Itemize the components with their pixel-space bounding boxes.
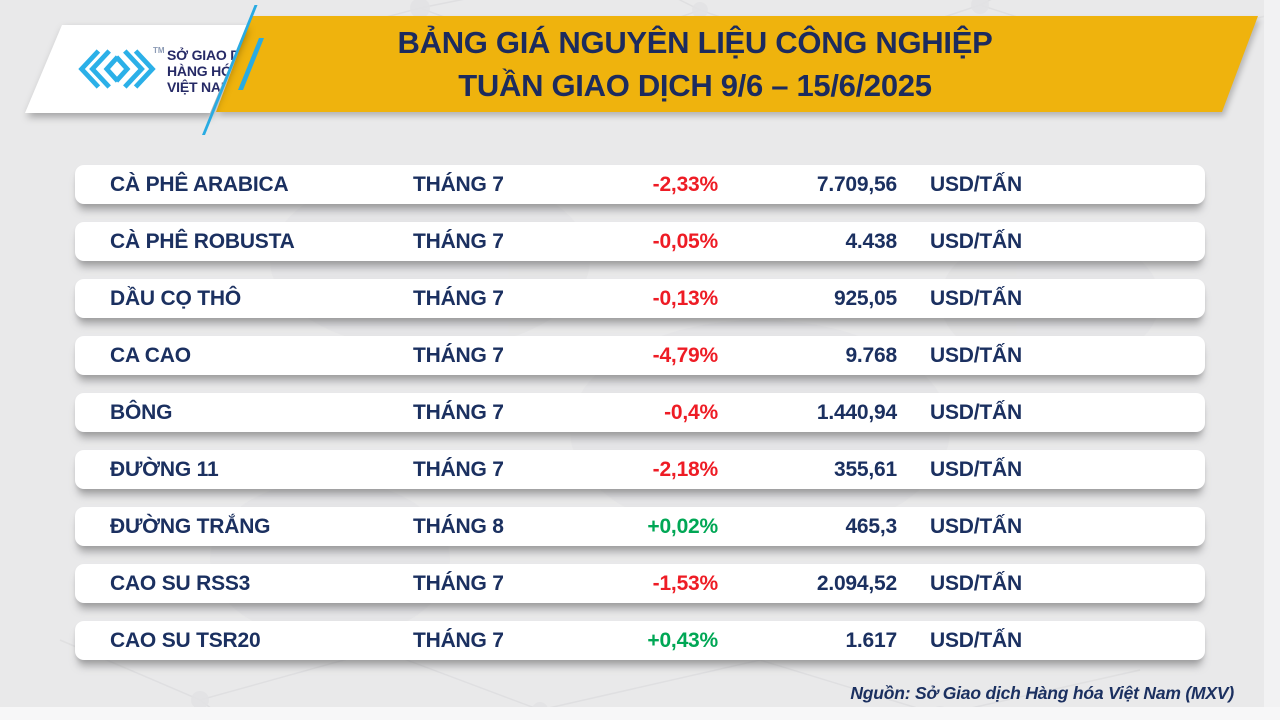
- change-percent: +0,02%: [647, 514, 718, 538]
- price-value: 465,3: [845, 514, 897, 538]
- trademark-symbol: TM: [153, 46, 165, 55]
- contract-month: THÁNG 7: [413, 457, 504, 481]
- logo-card: TM SỞ GIAO DỊCH HÀNG HÓA VIỆT NAM: [25, 25, 247, 113]
- logo-org-line: SỞ GIAO DỊCH: [167, 47, 264, 63]
- price-unit: USD/TẤN: [930, 571, 1022, 595]
- page-title: BẢNG GIÁ NGUYÊN LIỆU CÔNG NGHIỆP: [397, 25, 993, 60]
- price-unit: USD/TẤN: [930, 343, 1022, 367]
- mxv-logo-icon: [78, 46, 156, 92]
- commodity-name: CA CAO: [110, 343, 191, 367]
- logo-org-line: VIỆT NAM: [167, 79, 233, 95]
- page-subtitle: TUẦN GIAO DỊCH 9/6 – 15/6/2025: [458, 68, 932, 103]
- table-row: CAO SU RSS3 THÁNG 7 -1,53% 2.094,52 USD/…: [75, 564, 1205, 603]
- table-row: CA CAO THÁNG 7 -4,79% 9.768 USD/TẤN: [75, 336, 1205, 375]
- commodity-name: CAO SU TSR20: [110, 628, 261, 652]
- table-row: CAO SU TSR20 THÁNG 7 +0,43% 1.617 USD/TẤ…: [75, 621, 1205, 660]
- logo-org-line: HÀNG HÓA: [167, 63, 242, 79]
- table-row: CÀ PHÊ ROBUSTA THÁNG 7 -0,05% 4.438 USD/…: [75, 222, 1205, 261]
- contract-month: THÁNG 7: [413, 229, 504, 253]
- price-value: 925,05: [833, 286, 897, 310]
- price-value: 1.617: [845, 628, 897, 652]
- commodity-name: ĐƯỜNG 11: [110, 457, 219, 481]
- header: BẢNG GIÁ NGUYÊN LIỆU CÔNG NGHIỆP TUẦN GI…: [216, 16, 1258, 112]
- commodity-name: BÔNG: [110, 400, 173, 424]
- right-edge-strip: [1264, 0, 1280, 720]
- price-unit: USD/TẤN: [930, 628, 1022, 652]
- price-unit: USD/TẤN: [930, 457, 1022, 481]
- change-percent: -2,18%: [652, 457, 719, 481]
- table-row: ĐƯỜNG 11 THÁNG 7 -2,18% 355,61 USD/TẤN: [75, 450, 1205, 489]
- price-value: 4.438: [845, 229, 897, 253]
- logo-org-name: SỞ GIAO DỊCH HÀNG HÓA VIỆT NAM: [167, 47, 264, 95]
- contract-month: THÁNG 7: [413, 628, 504, 652]
- price-value: 1.440,94: [816, 400, 897, 424]
- price-unit: USD/TẤN: [930, 514, 1022, 538]
- price-unit: USD/TẤN: [930, 400, 1022, 424]
- change-percent: -0,4%: [664, 400, 718, 424]
- change-percent: -0,13%: [652, 286, 719, 310]
- change-percent: -0,05%: [652, 229, 719, 253]
- contract-month: THÁNG 7: [413, 286, 504, 310]
- contract-month: THÁNG 7: [413, 343, 504, 367]
- price-unit: USD/TẤN: [930, 172, 1022, 196]
- change-percent: -2,33%: [652, 172, 719, 196]
- source-credit: Nguồn: Sở Giao dịch Hàng hóa Việt Nam (M…: [850, 683, 1234, 703]
- contract-month: THÁNG 8: [413, 514, 504, 538]
- commodity-name: ĐƯỜNG TRẮNG: [110, 514, 271, 538]
- title-banner: BẢNG GIÁ NGUYÊN LIỆU CÔNG NGHIỆP TUẦN GI…: [216, 16, 1258, 112]
- contract-month: THÁNG 7: [413, 172, 504, 196]
- table-row: DẦU CỌ THÔ THÁNG 7 -0,13% 925,05 USD/TẤN: [75, 279, 1205, 318]
- bottom-edge-strip: [0, 707, 1280, 720]
- change-percent: +0,43%: [647, 628, 718, 652]
- price-value: 2.094,52: [816, 571, 897, 595]
- contract-month: THÁNG 7: [413, 571, 504, 595]
- table-row: ĐƯỜNG TRẮNG THÁNG 8 +0,02% 465,3 USD/TẤN: [75, 507, 1205, 546]
- table-row: CÀ PHÊ ARABICA THÁNG 7 -2,33% 7.709,56 U…: [75, 165, 1205, 204]
- commodity-name: CÀ PHÊ ROBUSTA: [110, 229, 295, 253]
- price-table: CÀ PHÊ ARABICA THÁNG 7 -2,33% 7.709,56 U…: [75, 165, 1205, 678]
- change-percent: -4,79%: [652, 343, 719, 367]
- price-unit: USD/TẤN: [930, 229, 1022, 253]
- price-value: 355,61: [833, 457, 897, 481]
- commodity-name: CAO SU RSS3: [110, 571, 251, 595]
- commodity-name: CÀ PHÊ ARABICA: [110, 172, 289, 196]
- commodity-name: DẦU CỌ THÔ: [110, 286, 241, 310]
- price-value: 9.768: [845, 343, 897, 367]
- price-value: 7.709,56: [816, 172, 897, 196]
- contract-month: THÁNG 7: [413, 400, 504, 424]
- table-row: BÔNG THÁNG 7 -0,4% 1.440,94 USD/TẤN: [75, 393, 1205, 432]
- page-title-block: BẢNG GIÁ NGUYÊN LIỆU CÔNG NGHIỆP TUẦN GI…: [250, 21, 1140, 107]
- change-percent: -1,53%: [652, 571, 719, 595]
- price-unit: USD/TẤN: [930, 286, 1022, 310]
